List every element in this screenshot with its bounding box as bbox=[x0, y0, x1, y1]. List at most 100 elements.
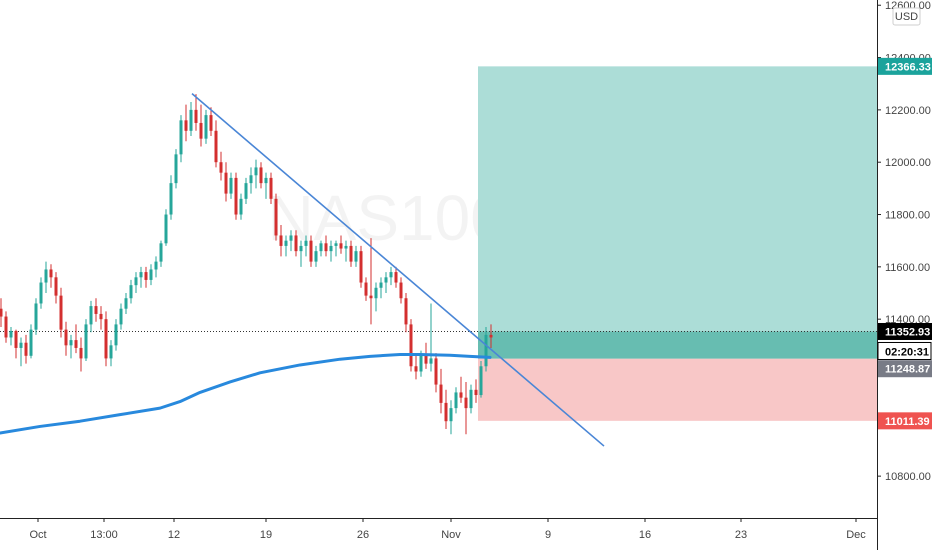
moving-average-line[interactable] bbox=[0, 352, 492, 435]
candle bbox=[0, 298, 3, 328]
candle-body bbox=[14, 330, 18, 348]
time-tick-label: 13:00 bbox=[90, 529, 118, 541]
candle bbox=[39, 277, 43, 309]
candle-body bbox=[419, 355, 423, 372]
candle bbox=[59, 287, 63, 338]
candle bbox=[329, 240, 333, 262]
time-tick-label: 23 bbox=[735, 529, 747, 541]
candle bbox=[129, 279, 133, 304]
candle bbox=[304, 235, 308, 257]
candle bbox=[339, 235, 343, 254]
candle bbox=[324, 235, 328, 257]
stop-zone[interactable] bbox=[478, 358, 877, 421]
candle-body bbox=[114, 324, 118, 346]
candle bbox=[124, 293, 128, 314]
candle bbox=[354, 245, 358, 267]
candle bbox=[259, 162, 263, 189]
candle bbox=[349, 240, 353, 267]
candle-body bbox=[324, 243, 328, 252]
candle bbox=[279, 224, 283, 257]
candle bbox=[149, 264, 153, 286]
candle bbox=[264, 172, 268, 199]
candle bbox=[449, 400, 453, 435]
candle-body bbox=[109, 345, 113, 359]
target-zone[interactable] bbox=[478, 66, 877, 359]
candle bbox=[284, 235, 288, 257]
candle-body bbox=[184, 120, 188, 131]
candle bbox=[429, 303, 433, 372]
candle bbox=[159, 240, 163, 267]
candle-body bbox=[69, 340, 73, 346]
time-tick-label: 26 bbox=[357, 529, 369, 541]
candle bbox=[414, 355, 418, 380]
candle bbox=[109, 340, 113, 367]
target-price-tag[interactable]: 12366.33 bbox=[878, 57, 932, 75]
candle-body bbox=[159, 243, 163, 262]
candle-body bbox=[234, 177, 238, 215]
currency-label[interactable]: USD bbox=[895, 11, 918, 23]
candle-body bbox=[119, 308, 123, 325]
candle-body bbox=[469, 389, 473, 409]
candle bbox=[74, 324, 78, 354]
candle-body bbox=[304, 240, 308, 246]
candle-body bbox=[409, 324, 413, 367]
candle-body bbox=[229, 177, 233, 194]
current-price-tag[interactable]: 11352.93 bbox=[878, 322, 932, 340]
candle-body bbox=[489, 334, 493, 338]
candle bbox=[399, 277, 403, 304]
candle bbox=[454, 387, 458, 414]
price-tick-label: 12200.00 bbox=[885, 105, 931, 117]
candle-body bbox=[289, 235, 293, 241]
candle bbox=[49, 264, 53, 288]
candle bbox=[219, 151, 223, 181]
entry-price-tag-bg bbox=[878, 360, 932, 378]
candle bbox=[309, 235, 313, 267]
candle-body bbox=[294, 235, 298, 252]
candle-body bbox=[164, 214, 168, 244]
candle-body bbox=[459, 392, 463, 398]
candle-body bbox=[279, 235, 283, 246]
candle-body bbox=[284, 240, 288, 246]
candle-body bbox=[24, 342, 28, 356]
stop-price-tag-text: 11011.39 bbox=[885, 416, 930, 428]
candle bbox=[169, 175, 173, 220]
candle-body bbox=[144, 272, 148, 280]
candle bbox=[384, 272, 388, 294]
candle bbox=[374, 282, 378, 312]
candle-body bbox=[299, 245, 303, 252]
time-tick-label: Nov bbox=[441, 529, 461, 541]
candle-body bbox=[79, 347, 83, 359]
candle-body bbox=[254, 167, 258, 176]
stop-price-tag[interactable]: 11011.39 bbox=[878, 412, 932, 430]
candle bbox=[24, 334, 28, 364]
candle-body bbox=[349, 245, 353, 262]
candle-body bbox=[364, 282, 368, 296]
candle-body bbox=[129, 285, 133, 299]
currency-box[interactable] bbox=[892, 7, 921, 26]
countdown-tag[interactable]: 02:20:31 bbox=[878, 342, 932, 360]
candle-body bbox=[314, 251, 318, 262]
countdown-tag-bg bbox=[878, 342, 932, 360]
candle-body bbox=[319, 243, 323, 252]
candle bbox=[489, 324, 493, 348]
current-price-tag-bg bbox=[878, 322, 932, 340]
candle bbox=[319, 240, 323, 257]
candle bbox=[119, 303, 123, 330]
candle-body bbox=[479, 366, 483, 396]
candle-body bbox=[89, 306, 93, 325]
candle-body bbox=[104, 319, 108, 359]
entry-price-tag[interactable]: 11248.87 bbox=[878, 360, 932, 378]
candle bbox=[334, 240, 338, 257]
candle bbox=[184, 104, 188, 142]
candle bbox=[474, 379, 478, 403]
candle-body bbox=[189, 109, 193, 131]
countdown-tag-text: 02:20:31 bbox=[885, 346, 929, 358]
candle-body bbox=[169, 183, 173, 215]
candle bbox=[89, 300, 93, 333]
candle bbox=[479, 361, 483, 398]
candle-body bbox=[244, 183, 248, 199]
trendline[interactable] bbox=[191, 93, 605, 447]
candle bbox=[404, 293, 408, 333]
